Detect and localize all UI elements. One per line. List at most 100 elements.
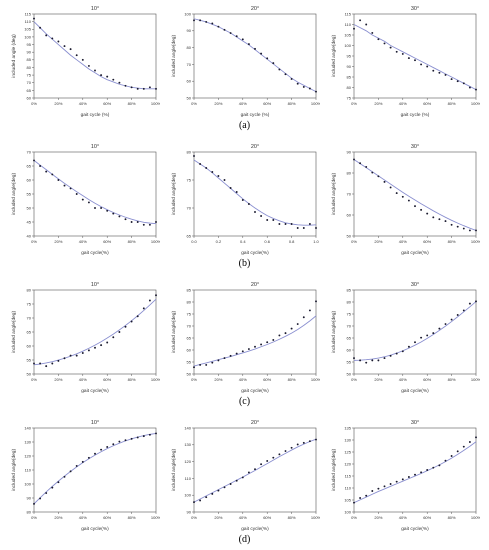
data-point xyxy=(278,334,281,337)
x-tick-label: 100% xyxy=(311,377,320,382)
x-tick-label: 0.4 xyxy=(240,239,246,244)
data-point xyxy=(136,87,139,90)
data-point xyxy=(296,443,299,446)
data-point xyxy=(142,307,145,310)
data-point xyxy=(148,299,151,302)
data-point xyxy=(444,220,447,223)
y-tick-label: 65 xyxy=(27,88,32,93)
x-tick-label: 0% xyxy=(191,515,197,520)
scatter-chart: 10° 0% 20% 40% 60% 80% 100% 60 65 70 75 80 85 90 95 100… xyxy=(11,6,160,118)
data-point xyxy=(193,501,195,504)
data-point xyxy=(217,25,220,28)
x-tick-label: 1.0 xyxy=(313,239,319,244)
x-tick-label: 80% xyxy=(288,515,296,520)
data-point xyxy=(414,205,416,208)
data-point xyxy=(130,320,133,323)
data-point xyxy=(33,159,35,162)
y-tick-label: 60 xyxy=(347,347,352,352)
x-tick-label: 60% xyxy=(423,239,431,244)
y-tick-label: 60 xyxy=(347,212,352,217)
data-point xyxy=(87,201,90,204)
y-axis-label: included angle(deg) xyxy=(331,311,337,354)
data-point xyxy=(407,57,410,60)
data-point xyxy=(124,218,127,221)
row-label: (a) xyxy=(238,120,251,131)
data-point xyxy=(69,187,72,190)
data-point xyxy=(148,223,151,226)
data-point xyxy=(444,73,447,76)
y-tick-label: 80 xyxy=(347,170,352,175)
data-point xyxy=(155,294,157,297)
data-point xyxy=(39,362,42,365)
data-point xyxy=(106,209,109,212)
y-tick-label: 105 xyxy=(344,497,351,502)
x-tick-label: 80% xyxy=(288,377,296,382)
data-point xyxy=(199,19,202,22)
x-tick-label: 0% xyxy=(351,377,357,382)
x-tick-label: 40% xyxy=(399,101,407,106)
x-tick-label: 0% xyxy=(31,239,37,244)
x-tick-label: 80% xyxy=(128,101,136,106)
data-point xyxy=(272,456,275,459)
y-tick-label: 80 xyxy=(27,509,32,514)
data-point xyxy=(278,453,281,456)
data-point xyxy=(401,195,404,198)
y-tick-label: 70 xyxy=(27,315,32,320)
data-point xyxy=(142,87,145,90)
fit-line xyxy=(33,160,157,225)
y-tick-label: 50 xyxy=(347,233,352,238)
data-point xyxy=(130,221,133,223)
fit-line xyxy=(193,438,317,503)
y-tick-label: 90 xyxy=(27,495,32,500)
data-point xyxy=(359,19,362,22)
chart-title: 10° xyxy=(91,282,99,288)
x-tick-label: 0.0 xyxy=(191,239,197,244)
y-tick-label: 105 xyxy=(24,27,31,32)
data-point xyxy=(389,186,392,189)
data-point xyxy=(45,365,48,368)
data-point xyxy=(395,192,398,195)
y-tick-label: 65 xyxy=(187,335,192,340)
data-point xyxy=(308,440,311,443)
y-tick-label: 140 xyxy=(24,425,31,430)
data-point xyxy=(229,187,232,189)
x-tick-label: 100% xyxy=(471,101,480,106)
x-tick-label: 80% xyxy=(128,515,136,520)
y-tick-label: 70 xyxy=(187,205,192,210)
y-tick-label: 115 xyxy=(345,473,352,478)
y-axis-label: included angle(deg) xyxy=(11,449,17,492)
y-tick-label: 115 xyxy=(345,11,352,16)
data-point xyxy=(57,481,60,484)
data-point xyxy=(353,501,355,504)
plot-frame xyxy=(353,427,477,513)
y-axis-label: included angle(deg) xyxy=(331,449,337,492)
x-tick-label: 40% xyxy=(79,239,87,244)
y-axis-label: included angle(deg) xyxy=(171,35,177,78)
data-point xyxy=(395,50,398,53)
x-tick-label: 20% xyxy=(214,101,222,106)
data-point xyxy=(365,494,368,497)
data-point xyxy=(235,191,238,193)
y-axis-label: included angle(deg) xyxy=(171,311,177,354)
data-point xyxy=(254,468,256,471)
x-tick-label: 20% xyxy=(214,515,222,520)
plot-frame xyxy=(353,13,477,99)
data-point xyxy=(260,215,263,217)
data-point xyxy=(247,43,250,46)
data-point xyxy=(193,366,195,369)
x-tick-label: 60% xyxy=(263,101,271,106)
data-point xyxy=(100,448,103,451)
data-point xyxy=(235,35,238,38)
data-point xyxy=(468,441,471,443)
y-tick-label: 80 xyxy=(187,149,192,154)
x-tick-label: 0.8 xyxy=(289,239,295,244)
y-axis-label: included angle (deg) xyxy=(11,34,17,78)
data-point xyxy=(315,227,317,229)
data-point xyxy=(199,163,202,165)
y-tick-label: 75 xyxy=(347,95,352,100)
data-point xyxy=(426,334,429,337)
x-tick-label: 100% xyxy=(151,101,160,106)
y-tick-label: 70 xyxy=(347,323,352,328)
y-tick-label: 100 xyxy=(24,481,31,486)
data-point xyxy=(45,170,48,173)
